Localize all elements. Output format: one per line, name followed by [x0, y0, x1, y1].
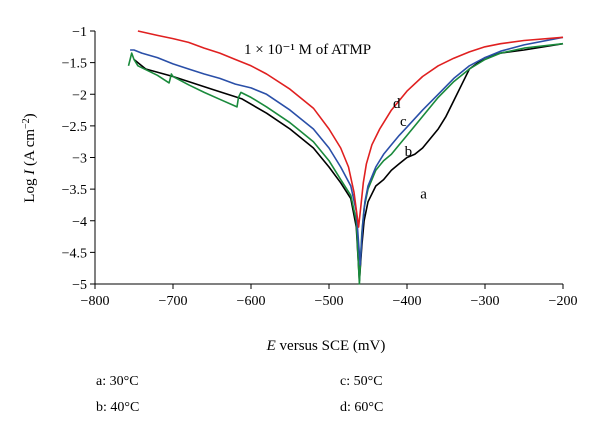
- legend-item-b: b: 40°C: [96, 400, 140, 415]
- series-line-c: [130, 36, 564, 266]
- y-tick-label: −4.5: [62, 246, 87, 261]
- series-label-a: a: [420, 187, 427, 203]
- y-tick-label: −1.5: [62, 57, 87, 72]
- x-tick-label: −500: [315, 294, 344, 309]
- series-line-d: [137, 30, 564, 228]
- series-lines: [127, 30, 564, 285]
- polarization-chart: −800 −700 −600 −500 −400 −300 −200 −1 −1.5 −2 −2.5…: [21, 25, 578, 354]
- y-tick-label: −5: [72, 278, 87, 293]
- series-line-b: [127, 42, 564, 285]
- concentration-annotation: 1 × 10⁻¹ M of ATMP: [244, 42, 371, 58]
- series-label-b: b: [405, 144, 413, 160]
- x-tick-label: −200: [549, 294, 578, 309]
- series-labels: a bcd: [393, 96, 427, 202]
- y-tick-label: −2.5: [62, 120, 87, 135]
- x-tick-label: −400: [393, 294, 422, 309]
- x-tick-label: −300: [471, 294, 500, 309]
- y-tick-label: −1: [72, 25, 87, 40]
- legend-item-d: d: 60°C: [340, 400, 384, 415]
- y-tick-label: −3: [72, 152, 87, 167]
- series-label-d: d: [393, 96, 401, 112]
- y-axis-title: Log I (A cm−2): [21, 113, 39, 202]
- legend-item-c: c: 50°C: [340, 374, 383, 389]
- legend-item-a: a: 30°C: [96, 374, 139, 389]
- x-tick-label: −700: [159, 294, 188, 309]
- series-line-a: [133, 42, 564, 282]
- x-axis-title: E versus SCE (mV): [266, 338, 386, 354]
- x-tick-label: −800: [81, 294, 110, 309]
- y-tick-label: −3.5: [62, 183, 87, 198]
- x-tick-label: −600: [237, 294, 266, 309]
- axes: [94, 31, 563, 285]
- series-label-c: c: [400, 114, 407, 130]
- ticks: −800 −700 −600 −500 −400 −300 −200 −1 −1.5 −2 −2.5…: [62, 25, 578, 309]
- y-tick-label: −2: [72, 88, 87, 103]
- y-tick-label: −4: [72, 215, 87, 230]
